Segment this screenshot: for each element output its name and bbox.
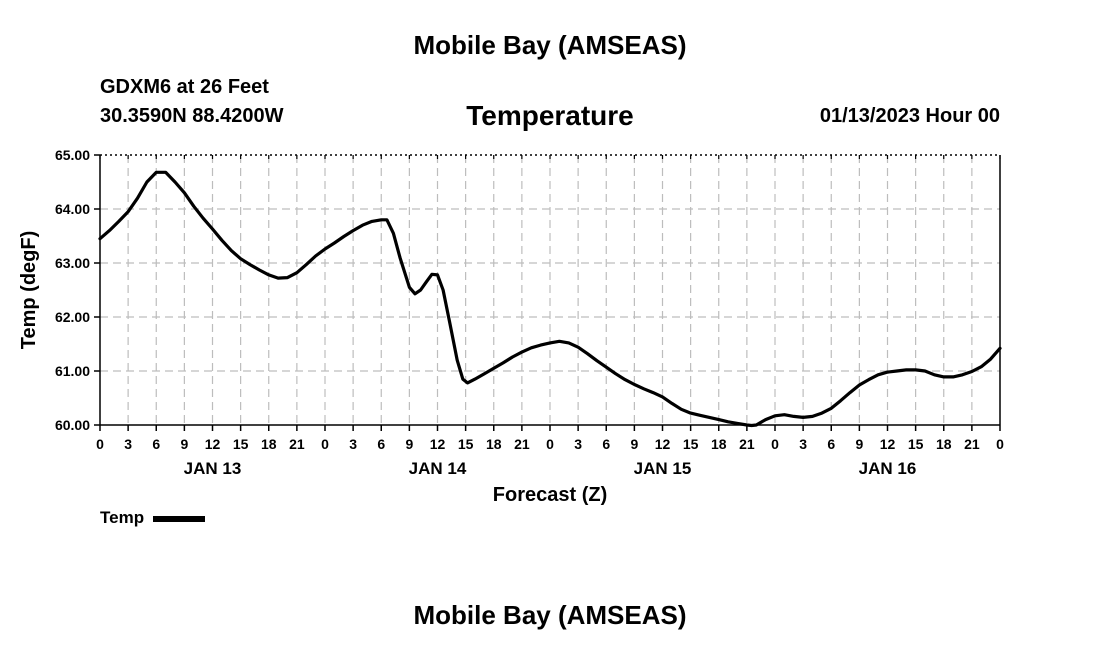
x-tick-label: 21 (964, 436, 980, 452)
legend-label-temp: Temp (100, 508, 145, 527)
x-tick-label: 18 (711, 436, 727, 452)
x-tick-label: 12 (880, 436, 896, 452)
x-tick-label: 9 (405, 436, 413, 452)
x-tick-label: 9 (855, 436, 863, 452)
x-axis-day-label: JAN 13 (184, 459, 242, 478)
series-line-temp (98, 170, 1002, 428)
x-axis-label: Forecast (Z) (493, 484, 607, 506)
x-tick-label: 12 (655, 436, 671, 452)
grid-lines (100, 155, 1000, 425)
x-tick-label: 18 (486, 436, 502, 452)
x-tick-label: 21 (739, 436, 755, 452)
station-coordinates: 30.3590N 88.4200W (100, 105, 284, 127)
x-axis-day-label: JAN 14 (409, 459, 467, 478)
x-tick-label: 3 (574, 436, 582, 452)
x-tick-label: 9 (180, 436, 188, 452)
y-tick-label: 64.00 (55, 201, 90, 217)
series-lines (98, 170, 1002, 428)
x-tick-label: 18 (936, 436, 952, 452)
x-tick-label: 0 (96, 436, 104, 452)
x-axis-day-label: JAN 15 (634, 459, 692, 478)
x-tick-label: 0 (546, 436, 554, 452)
x-tick-label: 15 (458, 436, 474, 452)
y-axis-label: Temp (degF) (18, 231, 40, 350)
x-tick-label: 6 (827, 436, 835, 452)
forecast-timestamp: 01/13/2023 Hour 00 (819, 105, 1000, 127)
x-tick-label: 12 (205, 436, 221, 452)
x-tick-label: 6 (152, 436, 160, 452)
x-tick-label: 0 (771, 436, 779, 452)
legend: Temp (100, 508, 206, 528)
x-tick-label: 12 (430, 436, 446, 452)
x-tick-label: 15 (233, 436, 249, 452)
chart-title: Temperature (466, 100, 634, 131)
x-axis-day-label: JAN 16 (859, 459, 917, 478)
y-tick-label: 62.00 (55, 309, 90, 325)
x-tick-label: 0 (996, 436, 1004, 452)
x-tick-label: 6 (377, 436, 385, 452)
x-axis-day-labels: JAN 13 JAN 14 JAN 15 JAN 16 (184, 459, 917, 478)
x-tick-label: 21 (514, 436, 530, 452)
page-title: Mobile Bay (AMSEAS) (413, 30, 687, 60)
y-tick-label: 63.00 (55, 255, 90, 271)
x-tick-label: 3 (124, 436, 132, 452)
y-tick-label: 65.00 (55, 147, 90, 163)
footer-title: Mobile Bay (AMSEAS) (413, 600, 687, 630)
x-tick-label: 9 (630, 436, 638, 452)
x-tick-label: 18 (261, 436, 277, 452)
x-tick-label: 6 (602, 436, 610, 452)
y-axis: 60.00 61.00 62.00 63.00 64.00 65.00 (55, 147, 100, 433)
x-tick-label: 0 (321, 436, 329, 452)
x-tick-label: 3 (349, 436, 357, 452)
x-tick-label: 3 (799, 436, 807, 452)
station-label: GDXM6 at 26 Feet (100, 76, 269, 98)
x-tick-label: 15 (683, 436, 699, 452)
x-tick-label: 21 (289, 436, 305, 452)
y-tick-label: 60.00 (55, 417, 90, 433)
x-tick-label: 15 (908, 436, 924, 452)
y-tick-label: 61.00 (55, 363, 90, 379)
legend-swatch-temp (153, 516, 206, 522)
